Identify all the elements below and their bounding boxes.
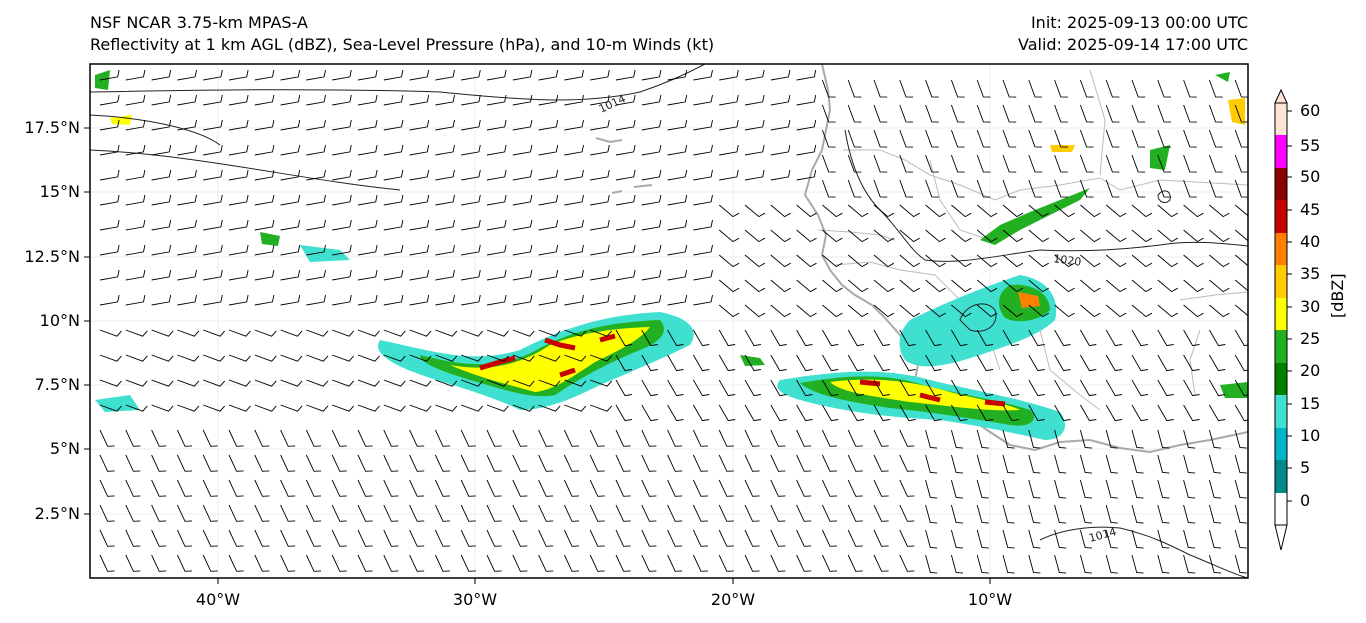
lat-label: 12.5°N <box>24 247 80 266</box>
colorbar-segment <box>1275 103 1287 135</box>
colorbar-segment <box>1275 330 1287 363</box>
colorbar-tick-label: 50 <box>1300 167 1321 186</box>
wind-barb-lines <box>99 69 1248 574</box>
colorbar-segment <box>1275 233 1287 265</box>
lat-label: 2.5°N <box>34 504 80 523</box>
country-borders <box>817 69 1248 411</box>
lat-label: 7.5°N <box>34 375 80 394</box>
colorbar-tick-label: 25 <box>1300 329 1321 348</box>
colorbar <box>1274 88 1292 551</box>
lat-label: 17.5°N <box>24 118 80 137</box>
lat-label: 15°N <box>39 182 80 201</box>
lon-label: 40°W <box>195 590 241 609</box>
wind-barbs <box>99 69 1248 574</box>
colorbar-segment <box>1275 135 1287 168</box>
lon-label: 20°W <box>710 590 756 609</box>
init-time: Init: 2025-09-13 00:00 UTC <box>1030 13 1248 32</box>
colorbar-segment <box>1275 363 1287 395</box>
colorbar-top-extend <box>1274 88 1288 104</box>
colorbar-tick-label: 10 <box>1300 426 1321 445</box>
lat-label: 5°N <box>49 439 80 458</box>
lon-label: 30°W <box>452 590 498 609</box>
colorbar-segment <box>1275 200 1287 233</box>
colorbar-segment <box>1275 428 1287 460</box>
colorbar-segment <box>1275 168 1287 200</box>
valid-time: Valid: 2025-09-14 17:00 UTC <box>1017 35 1248 54</box>
colorbar-segment <box>1275 395 1287 428</box>
colorbar-segment <box>1275 265 1287 298</box>
lat-label: 10°N <box>39 311 80 330</box>
colorbar-tick-label: 55 <box>1300 136 1321 155</box>
colorbar-tick-label: 5 <box>1300 458 1311 477</box>
tick-marks <box>84 127 991 584</box>
colorbar-tick-label: 0 <box>1300 491 1311 510</box>
lon-label: 10°W <box>967 590 1013 609</box>
fields-subtitle: Reflectivity at 1 km AGL (dBZ), Sea-Leve… <box>90 35 715 54</box>
colorbar-bottom-extend <box>1274 524 1288 551</box>
reflectivity-field <box>95 70 1248 440</box>
colorbar-tick-label: 60 <box>1300 101 1321 120</box>
colorbar-tick-label: 30 <box>1300 297 1321 316</box>
colorbar-unit: [dBZ] <box>1328 273 1347 318</box>
colorbar-segment <box>1275 493 1287 525</box>
colorbar-tick-label: 40 <box>1300 232 1321 251</box>
colorbar-tick-label: 45 <box>1300 200 1321 219</box>
isobar-label: 1014 <box>1087 525 1117 545</box>
colorbar-tick-label: 35 <box>1300 264 1321 283</box>
model-title: NSF NCAR 3.75-km MPAS-A <box>90 13 308 32</box>
isobar-label: 1014 <box>597 92 628 116</box>
colorbar-tick-label: 20 <box>1300 361 1321 380</box>
colorbar-tick-label: 15 <box>1300 394 1321 413</box>
colorbar-segment <box>1275 460 1287 493</box>
colorbar-segment <box>1275 298 1287 330</box>
isobar-label: 1020 <box>1053 252 1083 269</box>
